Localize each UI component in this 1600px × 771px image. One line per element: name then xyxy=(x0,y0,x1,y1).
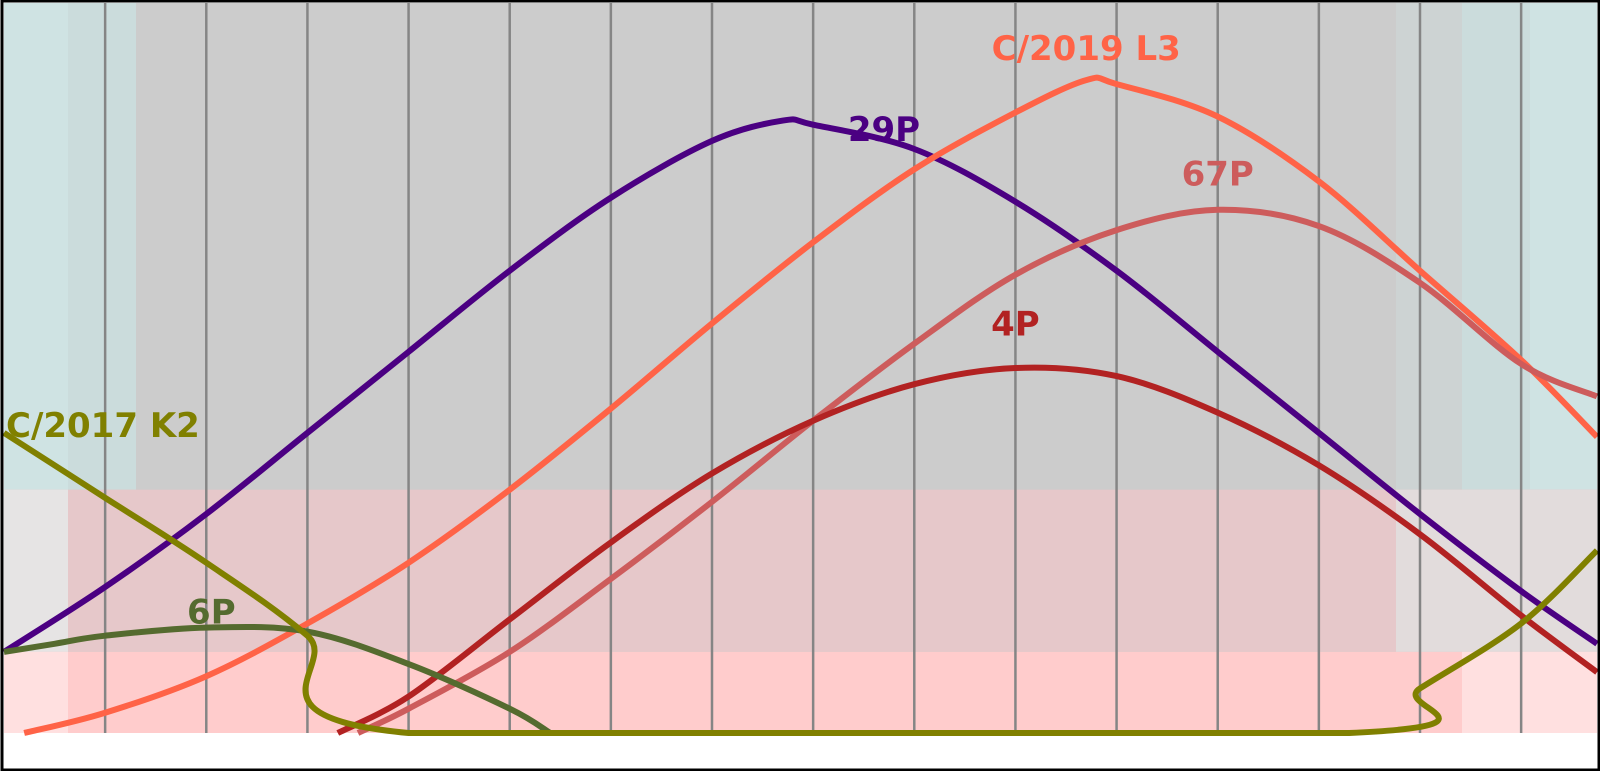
series-label-4p: 4P xyxy=(991,305,1040,345)
dawn-band-right-2 xyxy=(1396,3,1462,490)
series-label-67p: 67P xyxy=(1182,155,1254,195)
series-label-29p: 29P xyxy=(848,110,920,150)
low-altitude-band xyxy=(4,651,1597,733)
twilight-band-right xyxy=(1530,3,1597,490)
series-line-c-2019-l3 xyxy=(23,74,1600,736)
series-line-29p xyxy=(2,116,1599,655)
series-line-c-2017-k2 xyxy=(2,430,1600,736)
series-lines xyxy=(2,74,1600,736)
series-line-6p xyxy=(3,623,552,736)
low-altitude-edge-left xyxy=(4,651,68,733)
series-label-6p: 6P xyxy=(187,593,236,633)
sky-bands xyxy=(4,3,1597,733)
low-altitude-edge-right xyxy=(1462,651,1597,733)
text-labels: 29P C/2019 L3 67P 4P 6P C/2017 K2 xyxy=(6,29,1254,633)
dawn-band-right xyxy=(1462,3,1530,490)
mid-altitude-edge-left xyxy=(4,489,68,652)
dusk-band-left xyxy=(68,3,136,490)
series-line-4p xyxy=(336,364,1599,736)
series-label-c-2017-k2: C/2017 K2 xyxy=(6,406,200,446)
twilight-band-left xyxy=(4,3,68,490)
series-line-67p xyxy=(356,206,1599,736)
series-label-c-2019-l3: C/2019 L3 xyxy=(992,29,1181,69)
